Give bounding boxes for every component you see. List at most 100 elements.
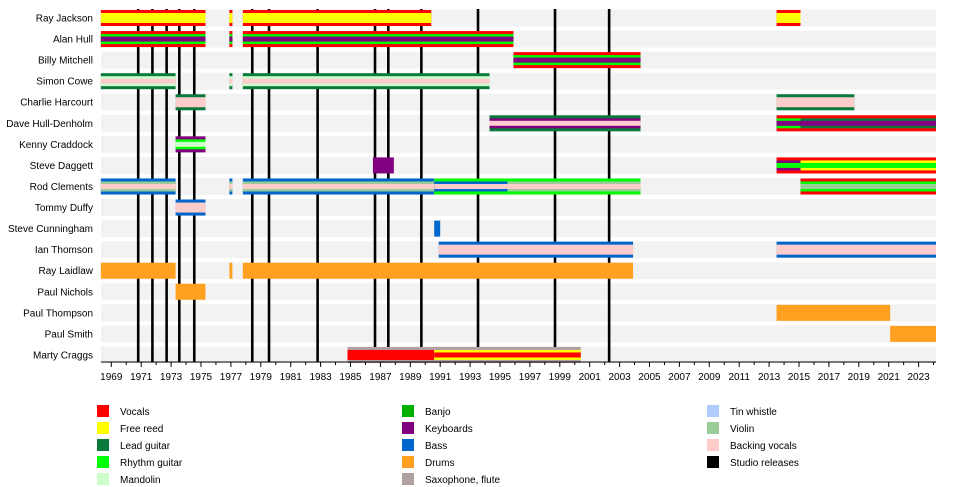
x-tick-label: 2013 — [758, 372, 781, 383]
row-background — [101, 72, 936, 90]
x-tick-label: 1969 — [100, 372, 123, 383]
legend-swatch-banjo — [402, 405, 414, 417]
bar-drums — [100, 262, 176, 279]
x-tick-label: 1985 — [339, 372, 362, 383]
bar-free-reed — [229, 13, 233, 23]
bar-keyboards — [372, 157, 394, 174]
legend-swatch-mandolin — [97, 473, 109, 485]
x-tick-label: 2001 — [579, 372, 602, 383]
x-tick-label: 1971 — [130, 372, 153, 383]
member-name: Steve Cunningham — [8, 224, 93, 235]
member-name: Simon Cowe — [36, 77, 93, 88]
bar-backing-vocals — [175, 97, 206, 108]
member-name: Paul Thompson — [23, 308, 93, 319]
bar-drums — [175, 283, 206, 300]
legend-label: Saxophone, flute — [425, 475, 500, 486]
member-name: Marty Craggs — [33, 350, 93, 361]
member-name: Ray Laidlaw — [39, 266, 94, 277]
member-name: Ian Thomson — [35, 245, 93, 256]
x-tick-label: 1999 — [549, 372, 572, 383]
x-tick-label: 2021 — [878, 372, 901, 383]
legend-swatch-sax — [402, 473, 414, 485]
bar-backing-vocals — [776, 97, 855, 108]
legend-label: Keyboards — [425, 424, 473, 435]
row-background — [101, 156, 936, 174]
legend-swatch-bass — [402, 439, 414, 451]
legend-label: Banjo — [425, 407, 451, 418]
bar-backing-vocals — [175, 202, 206, 213]
x-tick-label: 2003 — [608, 372, 631, 383]
x-tick-label: 2005 — [638, 372, 661, 383]
legend-swatch-lead-guitar — [97, 439, 109, 451]
bar-backing-vocals — [229, 78, 233, 84]
legend-swatch-drums — [402, 456, 414, 468]
x-tick-label: 1981 — [280, 372, 303, 383]
member-name: Paul Nichols — [37, 287, 93, 298]
x-tick-label: 1993 — [459, 372, 482, 383]
bar-backing-vocals — [242, 78, 490, 84]
member-name: Charlie Harcourt — [20, 98, 93, 109]
legend-swatch-free-reed — [97, 422, 109, 434]
row-background — [101, 30, 936, 48]
bar-free-reed — [242, 13, 432, 23]
x-tick-label: 1987 — [369, 372, 392, 383]
legend-swatch-rhythm-guitar — [97, 456, 109, 468]
bar-free-reed — [100, 13, 206, 23]
legend-swatch-backing-vocals — [707, 439, 719, 451]
studio-release-line — [178, 9, 181, 362]
row-background — [101, 199, 936, 217]
x-tick-label: 2019 — [848, 372, 871, 383]
member-name: Steve Daggett — [30, 161, 94, 172]
legend-swatch-tin-whistle — [707, 405, 719, 417]
legend-swatch-studio — [707, 456, 719, 468]
bar-mandolin — [175, 141, 206, 147]
bar-rhythm-guitar — [800, 162, 936, 168]
studio-release-line — [192, 9, 196, 362]
x-tick-label: 2011 — [728, 372, 750, 383]
x-tick-label: 2009 — [698, 372, 721, 383]
row-background — [101, 220, 936, 238]
bar-drums — [890, 325, 936, 342]
bar-violin — [800, 183, 936, 189]
legend-label: Backing vocals — [730, 441, 797, 452]
bar-drums — [242, 262, 634, 279]
member-name: Dave Hull-Denholm — [6, 119, 93, 130]
bar-bass — [434, 220, 441, 237]
row-background — [101, 325, 936, 343]
bar-keyboards — [100, 36, 206, 42]
bar-vocals — [434, 352, 581, 358]
bar-drums — [776, 304, 891, 321]
member-name: Rod Clements — [30, 182, 93, 193]
x-tick-label: 1979 — [250, 372, 273, 383]
bar-rhythm-guitar — [776, 162, 801, 168]
bar-keyboards — [242, 36, 514, 42]
legend-label: Bass — [425, 441, 447, 452]
legend-label: Lead guitar — [120, 441, 171, 452]
row-background — [101, 135, 936, 153]
x-tick-label: 1973 — [160, 372, 183, 383]
member-name: Billy Mitchell — [38, 56, 93, 67]
row-background — [101, 93, 936, 111]
bar-backing-vocals — [776, 244, 936, 255]
bar-backing-vocals — [100, 78, 176, 84]
bar-backing-vocals — [100, 183, 176, 189]
x-tick-label: 2017 — [818, 372, 841, 383]
bar-vocals — [347, 349, 435, 360]
bar-keyboards — [229, 36, 233, 42]
bar-backing-vocals — [438, 244, 634, 255]
bar-drums — [229, 262, 233, 279]
bar-backing-vocals — [434, 183, 508, 189]
x-tick-label: 1997 — [519, 372, 542, 383]
legend-label: Violin — [730, 424, 754, 435]
legend-label: Studio releases — [730, 458, 799, 469]
member-name: Alan Hull — [53, 35, 93, 46]
bar-backing-vocals — [489, 120, 641, 126]
bar-backing-vocals — [242, 183, 435, 189]
x-tick-label: 1989 — [399, 372, 422, 383]
row-background — [101, 283, 936, 301]
legend-label: Tin whistle — [730, 407, 777, 418]
bar-free-reed — [776, 13, 801, 23]
row-background — [101, 9, 936, 27]
